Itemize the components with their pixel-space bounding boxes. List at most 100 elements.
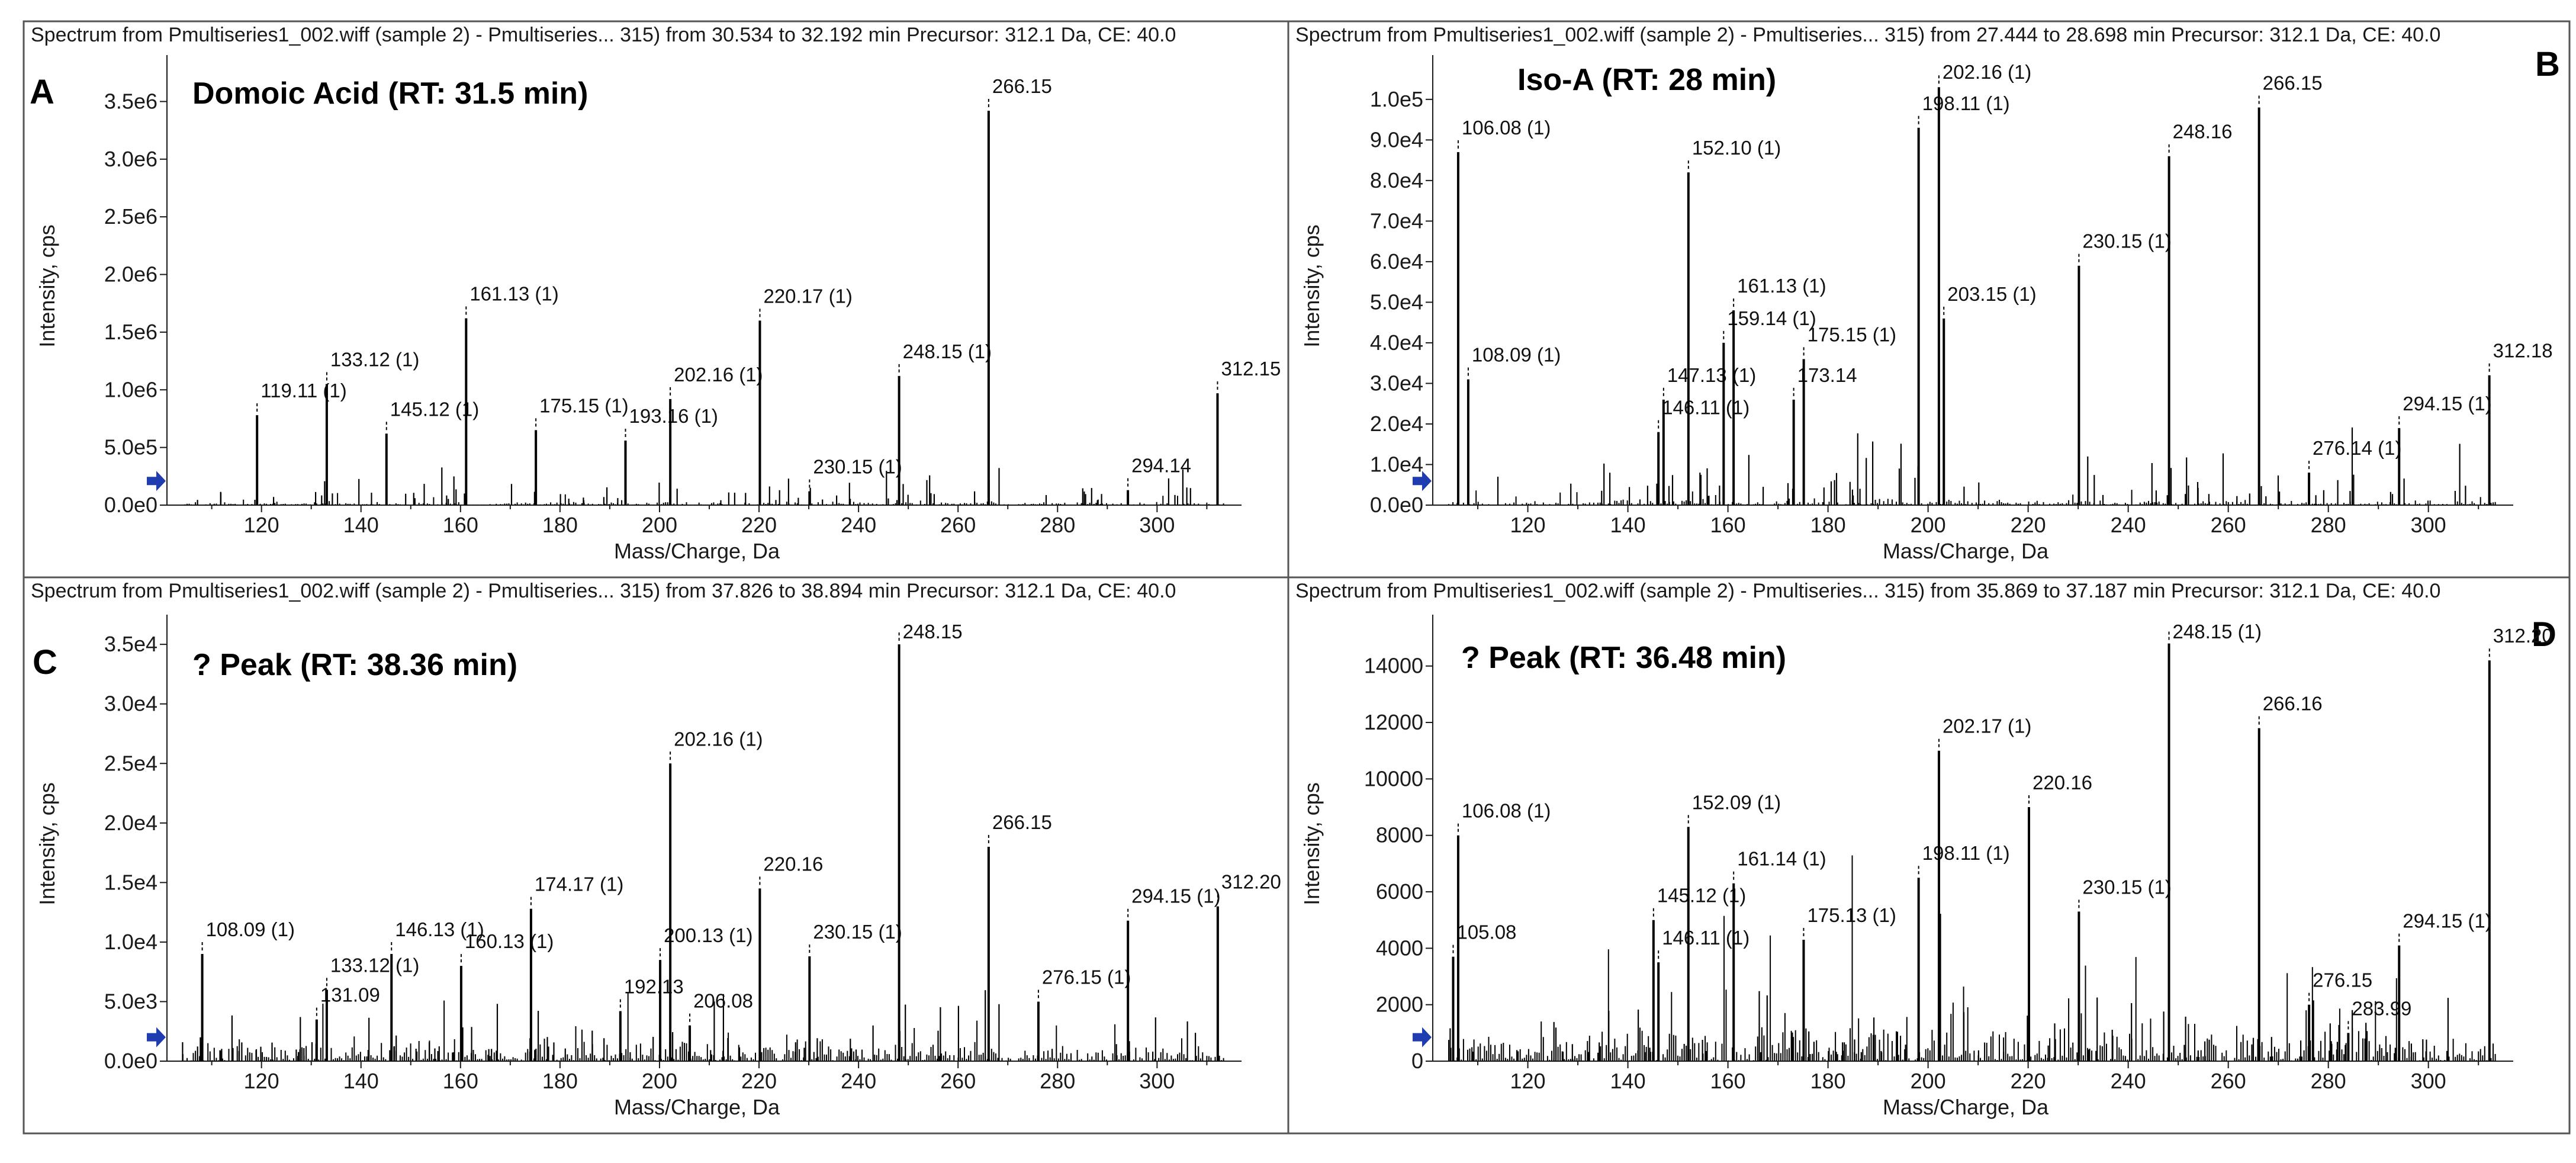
peak-label: 220.16: [2033, 772, 2092, 793]
peak-label: 198.11 (1): [1922, 92, 2010, 114]
spectrum-header: Spectrum from Pmultiseries1_002.wiff (sa…: [1295, 24, 2440, 46]
peak-label: 248.16: [2173, 121, 2233, 143]
peak-label: 312.20: [1221, 871, 1281, 893]
compound-title: ? Peak (RT: 38.36 min): [192, 648, 517, 682]
peak-label: 133.12 (1): [330, 349, 419, 371]
peak-label: 266.15: [992, 75, 1052, 97]
y-tick-label: 4000: [1376, 936, 1423, 960]
x-tick-label: 160: [1710, 1069, 1746, 1093]
y-tick-label: 3.0e4: [104, 692, 157, 716]
peak-label: 175.15 (1): [539, 394, 628, 416]
x-tick-label: 200: [1911, 513, 1946, 537]
peak-label: 147.13 (1): [1667, 364, 1756, 386]
y-axis-label: Intensity, cps: [1300, 224, 1324, 347]
y-tick-label: 7.0e4: [1370, 208, 1423, 233]
x-tick-label: 220: [2011, 513, 2046, 537]
peak-label: 230.15 (1): [813, 921, 902, 943]
x-axis-label: Mass/Charge, Da: [1883, 1095, 2049, 1119]
y-tick-label: 1.0e6: [104, 377, 157, 401]
x-tick-label: 220: [741, 1069, 777, 1093]
panel-b: Spectrum from Pmultiseries1_002.wiff (sa…: [1295, 24, 2560, 563]
x-tick-label: 300: [2411, 513, 2446, 537]
compound-title: Domoic Acid (RT: 31.5 min): [192, 76, 588, 111]
peak-label: 152.09 (1): [1692, 791, 1781, 813]
y-tick-label: 2.0e4: [104, 811, 157, 835]
panel-a: Spectrum from Pmultiseries1_002.wiff (sa…: [30, 24, 1281, 563]
y-tick-label: 0: [1411, 1049, 1423, 1073]
peak-label: 133.12 (1): [330, 954, 419, 976]
x-tick-label: 280: [2311, 1069, 2346, 1093]
x-tick-label: 300: [1139, 1069, 1175, 1093]
spectrum-header: Spectrum from Pmultiseries1_002.wiff (sa…: [31, 24, 1176, 46]
y-tick-label: 1.5e4: [104, 870, 157, 894]
peak-label: 283.99: [2352, 997, 2411, 1019]
peak-label: 159.14 (1): [1727, 307, 1816, 329]
peak-label: 173.14: [1797, 364, 1857, 386]
peak-label: 203.15 (1): [1947, 283, 2036, 305]
x-tick-label: 280: [1040, 513, 1075, 537]
peak-label: 312.18: [2493, 340, 2553, 362]
y-tick-label: 2.0e4: [1370, 412, 1423, 436]
peak-label: 145.12 (1): [1657, 885, 1746, 907]
peak-label: 192.13: [624, 976, 684, 998]
peak-label: 276.15 (1): [1042, 966, 1131, 988]
peak-label: 152.10 (1): [1692, 137, 1781, 159]
y-tick-label: 1.5e6: [104, 320, 157, 344]
x-tick-label: 240: [2111, 1069, 2146, 1093]
x-tick-label: 260: [940, 1069, 976, 1093]
peak-label: 146.11 (1): [1662, 397, 1750, 419]
x-tick-label: 260: [2211, 513, 2246, 537]
x-tick-label: 180: [1810, 1069, 1846, 1093]
minor-peaks: [1449, 991, 2449, 1061]
peak-label: 230.15 (1): [2082, 230, 2171, 252]
x-tick-label: 140: [343, 513, 379, 537]
peak-label: 175.15 (1): [1808, 323, 1896, 345]
y-axis-label: Intensity, cps: [1300, 782, 1324, 905]
compound-title: Iso-A (RT: 28 min): [1517, 63, 1776, 97]
baseline-noise: [182, 490, 1224, 505]
precursor-marker: [147, 471, 166, 491]
peak-label: 294.15 (1): [2403, 393, 2491, 415]
x-tick-label: 200: [1911, 1069, 1946, 1093]
precursor-marker: [1413, 1027, 1432, 1048]
x-tick-label: 300: [1139, 513, 1175, 537]
peak-label: 119.11 (1): [261, 380, 347, 401]
x-tick-label: 160: [1710, 513, 1746, 537]
y-tick-label: 2000: [1376, 992, 1423, 1017]
spectrum-header: Spectrum from Pmultiseries1_002.wiff (sa…: [1295, 580, 2440, 602]
peak-label: 161.13 (1): [469, 283, 558, 305]
x-axis-label: Mass/Charge, Da: [1883, 539, 2049, 563]
peak-label: 294.15 (1): [2403, 910, 2491, 932]
peak-label: 146.13 (1): [395, 918, 484, 940]
panel-d: Spectrum from Pmultiseries1_002.wiff (sa…: [1295, 580, 2556, 1119]
y-tick-label: 14000: [1364, 654, 1423, 678]
x-tick-label: 120: [1510, 1069, 1546, 1093]
x-tick-label: 180: [542, 1069, 578, 1093]
y-tick-label: 3.5e4: [104, 632, 157, 656]
x-tick-label: 120: [244, 513, 279, 537]
peak-label: 202.17 (1): [1943, 715, 2031, 737]
peak-label: 108.09 (1): [206, 918, 295, 940]
y-tick-label: 12000: [1364, 710, 1423, 734]
peak-label: 108.09 (1): [1472, 344, 1561, 366]
peak-label: 202.16 (1): [674, 728, 763, 750]
peak-label: 312.15: [1221, 358, 1281, 380]
y-tick-label: 10000: [1364, 766, 1423, 791]
y-tick-label: 3.0e6: [104, 147, 157, 171]
peak-label: 202.16 (1): [674, 364, 763, 385]
peak-label: 198.11 (1): [1922, 842, 2010, 864]
y-axis-label: Intensity, cps: [35, 782, 59, 905]
x-tick-label: 300: [2411, 1069, 2446, 1093]
peak-label: 294.14: [1131, 455, 1191, 477]
peak-label: 193.16 (1): [629, 405, 718, 427]
x-tick-label: 200: [642, 513, 677, 537]
peak-label: 266.15: [2263, 72, 2323, 94]
x-tick-label: 260: [2211, 1069, 2246, 1093]
panel-c: Spectrum from Pmultiseries1_002.wiff (sa…: [31, 580, 1281, 1119]
x-tick-label: 140: [1610, 1069, 1646, 1093]
y-tick-label: 5.0e4: [1370, 290, 1423, 314]
x-axis-label: Mass/Charge, Da: [614, 1095, 780, 1119]
peak-label: 294.15 (1): [1131, 885, 1220, 907]
panel-letter: B: [2535, 45, 2560, 83]
